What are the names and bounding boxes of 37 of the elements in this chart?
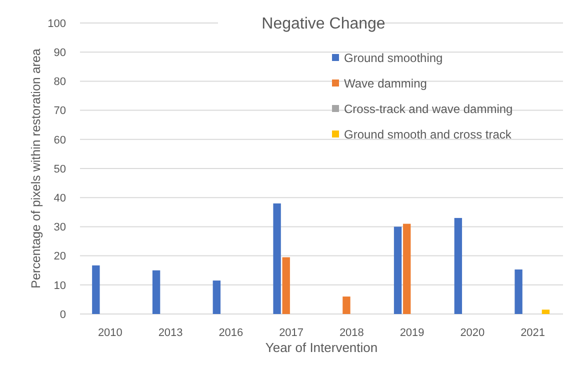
y-tick-label: 70 (54, 105, 66, 118)
bar (454, 218, 462, 314)
x-tick-label: 2013 (158, 326, 183, 339)
bar (152, 270, 160, 314)
y-tick-label: 60 (54, 134, 66, 146)
x-tick-label: 2016 (218, 326, 244, 339)
x-tick-label: 2018 (339, 326, 364, 339)
bar (273, 203, 281, 314)
y-tick-label: 100 (48, 18, 66, 30)
bar (394, 226, 402, 314)
x-tick-label: 2010 (98, 326, 122, 339)
legend-label: Wave damming (344, 76, 427, 91)
bar (403, 224, 411, 314)
x-axis-title: Year of Intervention (265, 340, 378, 355)
bar (542, 310, 550, 314)
legend-label: Ground smooth and cross track (344, 128, 512, 142)
bar (282, 257, 290, 314)
legend-label: Ground smoothing (344, 51, 443, 66)
bar (342, 296, 350, 314)
y-tick-label: 10 (54, 280, 66, 292)
x-tick-label: 2017 (279, 326, 304, 339)
bar (514, 269, 522, 314)
x-tick-label: 2020 (460, 326, 485, 339)
legend-label: Cross-track and wave damming (344, 102, 513, 116)
x-tick-label: 2021 (520, 326, 546, 339)
y-tick-label: 80 (54, 76, 66, 88)
y-tick-label: 20 (54, 250, 66, 263)
y-tick-label: 30 (54, 222, 66, 234)
y-tick-label: 0 (60, 308, 66, 321)
bar (212, 280, 221, 314)
y-tick-label: 90 (54, 46, 66, 59)
x-tick-label: 2019 (400, 326, 424, 339)
y-tick-label: 50 (54, 163, 66, 176)
y-axis-title: Percentage of pixels within restoration area (29, 48, 43, 288)
chart-title: Negative Change (262, 16, 386, 33)
y-tick-label: 40 (54, 192, 66, 204)
bar (92, 265, 100, 314)
